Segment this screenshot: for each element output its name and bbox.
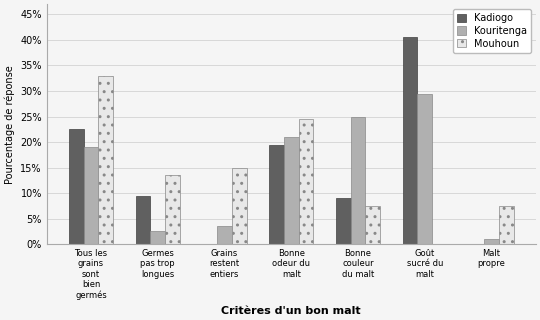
Bar	[232, 168, 247, 244]
Y-axis label: Pourcentage de réponse: Pourcentage de réponse	[4, 65, 15, 184]
Bar	[151, 231, 165, 244]
Bar	[284, 137, 299, 244]
Bar	[366, 206, 380, 244]
Bar	[417, 93, 432, 244]
Bar	[165, 175, 180, 244]
Bar	[269, 145, 284, 244]
Bar	[350, 116, 366, 244]
Bar	[336, 198, 350, 244]
Bar	[136, 196, 151, 244]
Legend: Kadiogo, Kouritenga, Mouhoun: Kadiogo, Kouritenga, Mouhoun	[453, 9, 531, 52]
Bar	[299, 119, 313, 244]
Bar	[499, 206, 514, 244]
Bar	[217, 226, 232, 244]
Bar	[84, 147, 98, 244]
Bar	[69, 129, 84, 244]
Bar	[484, 239, 499, 244]
Bar	[403, 37, 417, 244]
Bar	[98, 76, 113, 244]
X-axis label: Critères d'un bon malt: Critères d'un bon malt	[221, 306, 361, 316]
